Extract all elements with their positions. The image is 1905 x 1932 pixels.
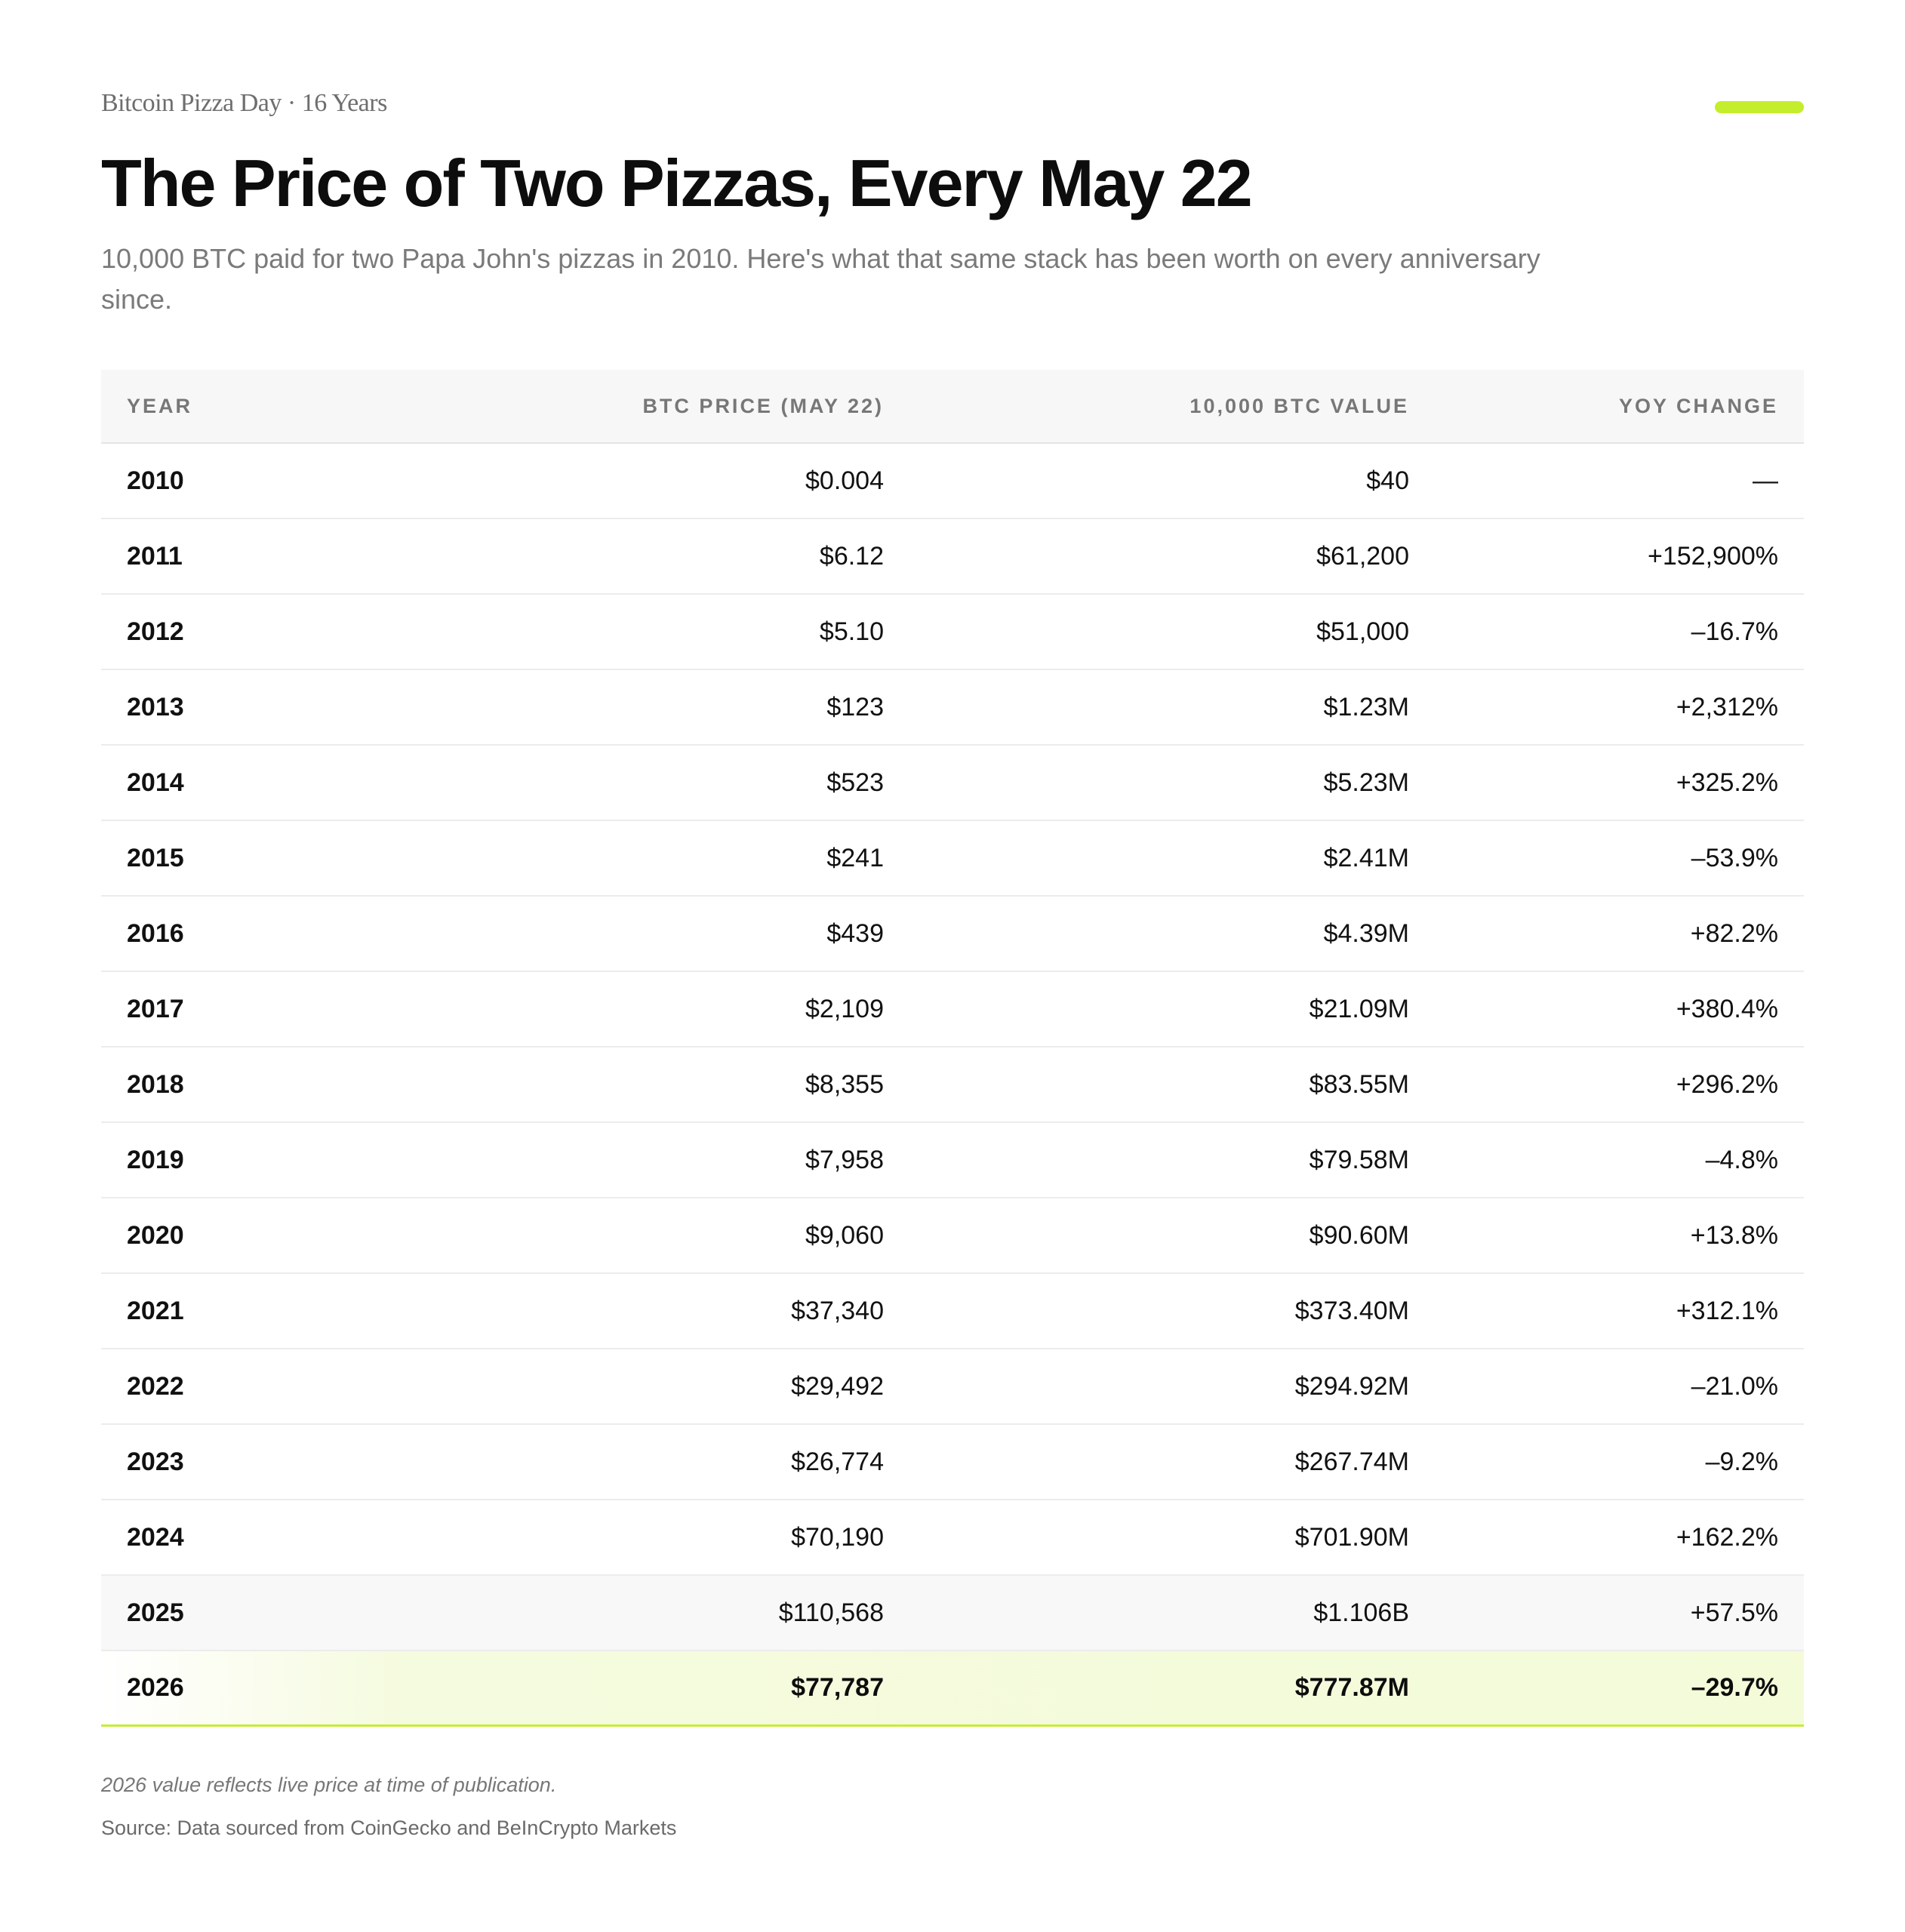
table-row: 2021 $37,340 $373.40M +312.1% — [101, 1274, 1804, 1349]
year-cell: 2010 — [127, 466, 184, 495]
yoy-change-cell: +325.2% — [1676, 768, 1778, 797]
btc-value-cell: $83.55M — [1309, 1069, 1409, 1099]
btc-price-cell: $70,190 — [791, 1522, 884, 1552]
btc-price-cell: $6.12 — [819, 541, 884, 571]
table-row: 2012 $5.10 $51,000 –16.7% — [101, 595, 1804, 670]
year-cell: 2015 — [127, 843, 184, 872]
table-row: 2020 $9,060 $90.60M +13.8% — [101, 1198, 1804, 1274]
year-cell: 2025 — [127, 1598, 184, 1627]
year-cell: 2023 — [127, 1447, 184, 1476]
btc-price-cell: $29,492 — [791, 1371, 884, 1401]
year-cell: 2011 — [127, 541, 183, 571]
page-subtitle: 10,000 BTC paid for two Papa John's pizz… — [101, 243, 1540, 315]
yoy-change-cell: +152,900% — [1648, 541, 1778, 571]
btc-price-cell: $439 — [826, 918, 884, 948]
btc-value-cell: $1.106B — [1313, 1598, 1409, 1627]
btc-value-cell: $79.58M — [1309, 1145, 1409, 1174]
table-row: 2024 $70,190 $701.90M +162.2% — [101, 1500, 1804, 1576]
table-row: 2016 $439 $4.39M +82.2% — [101, 897, 1804, 972]
yoy-change-cell: +13.8% — [1690, 1220, 1778, 1250]
btc-price-cell: $0.004 — [805, 466, 884, 495]
yoy-change-cell: +2,312% — [1676, 692, 1778, 721]
table-row: 2010 $0.004 $40 — — [101, 444, 1804, 519]
btc-price-cell: $110,568 — [778, 1598, 884, 1627]
yoy-change-cell: –4.8% — [1705, 1145, 1778, 1174]
footnote: 2026 value reflects live price at time o… — [101, 1774, 557, 1796]
year-cell: 2012 — [127, 617, 184, 646]
btc-value-cell: $1.23M — [1323, 692, 1409, 721]
table-row: 2011 $6.12 $61,200 +152,900% — [101, 519, 1804, 595]
yoy-change-cell: +380.4% — [1676, 994, 1778, 1023]
btc-value-cell: $701.90M — [1294, 1522, 1409, 1552]
year-cell: 2014 — [127, 768, 184, 797]
source-note: Source: Data sourced from CoinGecko and … — [101, 1817, 677, 1839]
table-row: 2026 $77,787 $777.87M –29.7% — [101, 1651, 1804, 1727]
btc-price-cell: $241 — [826, 843, 884, 872]
btc-value-cell: $21.09M — [1309, 994, 1409, 1023]
table-row: 2013 $123 $1.23M +2,312% — [101, 670, 1804, 746]
btc-value-cell: $267.74M — [1294, 1447, 1409, 1476]
table-row: 2022 $29,492 $294.92M –21.0% — [101, 1349, 1804, 1425]
column-header-btc-price: BTC PRICE (MAY 22) — [642, 394, 884, 417]
price-table: YEAR BTC PRICE (MAY 22) 10,000 BTC VALUE… — [101, 370, 1804, 1727]
btc-value-cell: $40 — [1366, 466, 1409, 495]
yoy-change-cell: –9.2% — [1705, 1447, 1778, 1476]
year-cell: 2026 — [127, 1673, 184, 1702]
btc-price-cell: $2,109 — [805, 994, 884, 1023]
year-cell: 2016 — [127, 918, 184, 948]
year-cell: 2020 — [127, 1220, 184, 1250]
btc-price-cell: $37,340 — [791, 1296, 884, 1325]
table-row: 2017 $2,109 $21.09M +380.4% — [101, 972, 1804, 1048]
column-header-yoy-change: YOY CHANGE — [1618, 394, 1778, 417]
btc-value-cell: $5.23M — [1323, 768, 1409, 797]
accent-bar — [1715, 101, 1804, 113]
btc-price-cell: $26,774 — [791, 1447, 884, 1476]
table-row: 2023 $26,774 $267.74M –9.2% — [101, 1425, 1804, 1500]
yoy-change-cell: +162.2% — [1676, 1522, 1778, 1552]
table-row: 2019 $7,958 $79.58M –4.8% — [101, 1123, 1804, 1198]
btc-value-cell: $61,200 — [1316, 541, 1409, 571]
yoy-change-cell: +82.2% — [1690, 918, 1778, 948]
yoy-change-cell: +296.2% — [1676, 1069, 1778, 1099]
btc-price-cell: $5.10 — [819, 617, 884, 646]
btc-price-cell: $8,355 — [805, 1069, 884, 1099]
btc-price-cell: $77,787 — [791, 1673, 884, 1702]
btc-value-cell: $294.92M — [1294, 1371, 1409, 1401]
btc-value-cell: $4.39M — [1323, 918, 1409, 948]
btc-value-cell: $90.60M — [1309, 1220, 1409, 1250]
year-cell: 2017 — [127, 994, 184, 1023]
yoy-change-cell: –16.7% — [1691, 617, 1778, 646]
page-title: The Price of Two Pizzas, Every May 22 — [101, 146, 1253, 220]
table-row: 2014 $523 $5.23M +325.2% — [101, 746, 1804, 821]
yoy-change-cell: –21.0% — [1691, 1371, 1778, 1401]
btc-price-cell: $523 — [826, 768, 884, 797]
btc-value-cell: $373.40M — [1294, 1296, 1409, 1325]
table-row: 2025 $110,568 $1.106B +57.5% — [101, 1576, 1804, 1651]
btc-price-cell: $7,958 — [805, 1145, 884, 1174]
eyebrow: Bitcoin Pizza Day · 16 Years — [101, 89, 387, 117]
btc-price-cell: $123 — [826, 692, 884, 721]
year-cell: 2013 — [127, 692, 184, 721]
year-cell: 2018 — [127, 1069, 184, 1099]
page: Bitcoin Pizza Day · 16 Years The Price o… — [101, 0, 1804, 1932]
column-header-year: YEAR — [127, 394, 193, 417]
yoy-change-cell: –29.7% — [1691, 1673, 1778, 1702]
year-cell: 2022 — [127, 1371, 184, 1401]
year-cell: 2024 — [127, 1522, 184, 1552]
table-row: 2018 $8,355 $83.55M +296.2% — [101, 1048, 1804, 1123]
btc-value-cell: $2.41M — [1323, 843, 1409, 872]
btc-value-cell: $51,000 — [1316, 617, 1409, 646]
year-cell: 2019 — [127, 1145, 184, 1174]
yoy-change-cell: +57.5% — [1690, 1598, 1778, 1627]
yoy-change-cell: –53.9% — [1691, 843, 1778, 872]
table-header: YEAR BTC PRICE (MAY 22) 10,000 BTC VALUE… — [101, 370, 1804, 444]
btc-price-cell: $9,060 — [805, 1220, 884, 1250]
year-cell: 2021 — [127, 1296, 184, 1325]
column-header-btc-value: 10,000 BTC VALUE — [1189, 394, 1409, 417]
table-row: 2015 $241 $2.41M –53.9% — [101, 821, 1804, 897]
table-body: 2010 $0.004 $40—2011 $6.12 $61,200 +152,900% 2… — [101, 444, 1804, 1727]
btc-value-cell: $777.87M — [1294, 1673, 1409, 1702]
yoy-change-cell: — — [1753, 466, 1778, 495]
yoy-change-cell: +312.1% — [1676, 1296, 1778, 1325]
